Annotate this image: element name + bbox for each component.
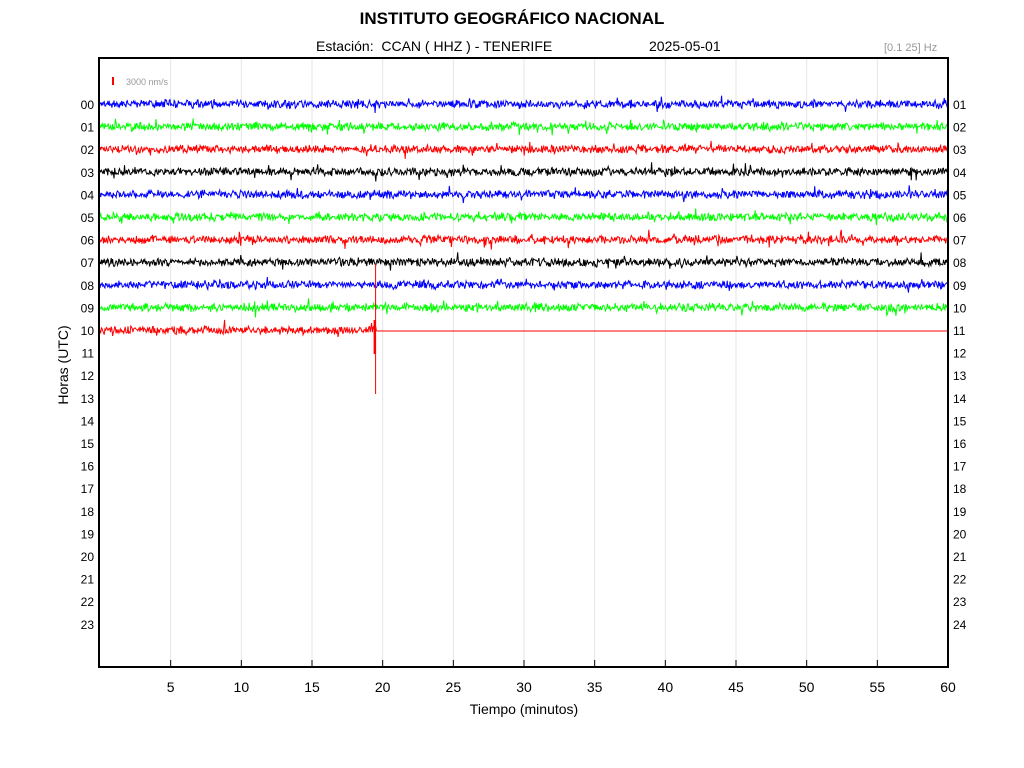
left-hour-label: 16	[81, 460, 95, 474]
x-tick-label: 10	[234, 679, 250, 695]
left-hour-label: 05	[81, 211, 95, 225]
right-hour-label: 20	[953, 527, 967, 541]
x-tick-label: 35	[587, 679, 603, 695]
y-axis-label: Horas (UTC)	[55, 325, 71, 404]
left-hour-label: 01	[81, 121, 95, 135]
trace-hour-02	[99, 140, 949, 159]
x-tick-label: 40	[658, 679, 674, 695]
trace-hour-09	[99, 298, 949, 318]
right-hour-label: 07	[953, 234, 967, 248]
chart-title: INSTITUTO GEOGRÁFICO NACIONAL	[359, 9, 665, 28]
left-hour-label: 17	[81, 482, 95, 496]
right-hour-label: 08	[953, 256, 967, 270]
right-hour-label: 14	[953, 392, 967, 406]
trace-hour-04	[99, 185, 949, 204]
trace-hour-01	[99, 118, 949, 136]
left-hour-label: 04	[81, 188, 95, 202]
left-hour-label: 13	[81, 392, 95, 406]
left-hour-label: 12	[81, 369, 95, 383]
left-hour-label: 08	[81, 279, 95, 293]
x-tick-label: 15	[304, 679, 320, 695]
right-hour-label: 22	[953, 573, 967, 587]
left-hour-label: 21	[81, 573, 95, 587]
filter-band-label: [0.1 25] Hz	[884, 42, 938, 54]
trace-hour-06	[99, 229, 949, 250]
right-hour-label: 17	[953, 460, 967, 474]
trace-hour-00	[99, 95, 949, 114]
x-tick-label: 30	[516, 679, 532, 695]
x-axis-ticks: 5 10 15 20 25 30 35 40 45 50 55 60	[167, 660, 956, 695]
x-tick-label: 5	[167, 679, 175, 695]
right-hour-label: 03	[953, 143, 967, 157]
right-hour-label: 16	[953, 437, 967, 451]
x-tick-label: 50	[799, 679, 815, 695]
left-hour-label: 02	[81, 143, 95, 157]
gridlines	[170, 59, 878, 666]
left-hour-label: 20	[81, 550, 95, 564]
right-hour-label: 18	[953, 482, 967, 496]
right-hour-label: 06	[953, 211, 967, 225]
scale-bar-mark	[112, 77, 114, 85]
right-hour-label: 01	[953, 98, 967, 112]
trace-hour-08	[99, 276, 949, 293]
right-hour-label: 24	[953, 618, 967, 632]
right-hour-label: 11	[953, 324, 966, 338]
right-hour-labels: 01 02 03 04 05 06 07 08 09 10 11 12 13 14 15 16 17 18 19 20…	[953, 98, 967, 632]
trace-hour-05	[99, 208, 949, 226]
left-hour-label: 18	[81, 505, 95, 519]
left-hour-label: 09	[81, 301, 95, 315]
left-hour-label: 11	[82, 347, 95, 361]
left-hour-label: 22	[81, 595, 95, 609]
right-hour-label: 12	[953, 347, 967, 361]
right-hour-label: 15	[953, 414, 967, 428]
station-label: Estación: CCAN ( HHZ ) - TENERIFE	[316, 38, 553, 54]
right-hour-label: 04	[953, 166, 967, 180]
trace-hour-07	[99, 252, 949, 271]
x-axis-label: Tiempo (minutos)	[470, 701, 578, 717]
left-hour-label: 10	[81, 324, 95, 338]
x-tick-label: 45	[728, 679, 744, 695]
left-hour-label: 15	[81, 437, 95, 451]
right-hour-label: 05	[953, 188, 967, 202]
x-tick-label: 20	[375, 679, 391, 695]
date-label: 2025-05-01	[649, 38, 721, 54]
scale-bar-label: 3000 nm/s	[126, 77, 169, 87]
left-hour-label: 14	[81, 414, 95, 428]
left-hour-labels: 00 01 02 03 04 05 06 07 08 09 10 11 12 13 14 15 16 17 18 19…	[81, 98, 95, 632]
left-hour-label: 23	[81, 618, 95, 632]
left-hour-label: 00	[81, 98, 95, 112]
right-hour-label: 23	[953, 595, 967, 609]
x-tick-label: 60	[940, 679, 956, 695]
left-hour-label: 06	[81, 234, 95, 248]
left-hour-label: 07	[81, 256, 95, 270]
right-hour-label: 02	[953, 121, 967, 135]
right-hour-label: 10	[953, 301, 967, 315]
right-hour-label: 13	[953, 369, 967, 383]
right-hour-label: 21	[953, 550, 967, 564]
seismic-traces	[99, 95, 949, 394]
scale-bar: 3000 nm/s	[112, 77, 169, 87]
left-hour-label: 19	[81, 527, 95, 541]
trace-hour-03	[99, 162, 949, 182]
right-hour-label: 09	[953, 279, 967, 293]
x-tick-label: 55	[870, 679, 886, 695]
trace-hour-10	[99, 319, 377, 338]
left-hour-label: 03	[81, 166, 95, 180]
right-hour-label: 19	[953, 505, 967, 519]
x-tick-label: 25	[446, 679, 462, 695]
